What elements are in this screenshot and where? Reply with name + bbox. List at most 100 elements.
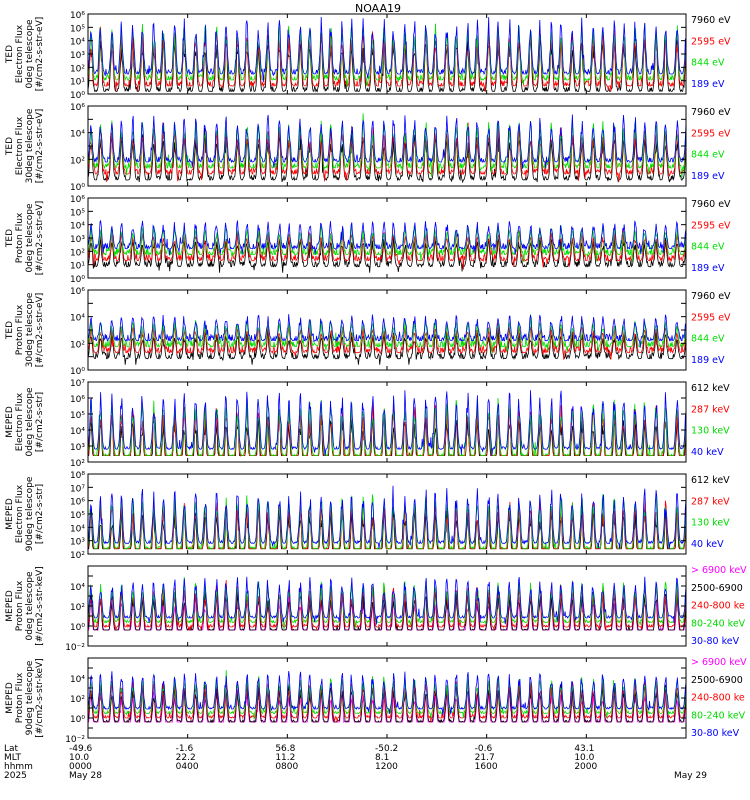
- y-axis-label-line: [#/cm2-s-str-keV]: [35, 658, 45, 737]
- y-axis-label-line: 30deg telescope: [25, 108, 35, 183]
- axis-row-value: 0800: [275, 762, 298, 772]
- time-axis-group: Lat -49.6 -1.6 56.8 -50.2 -0.6 43.1 MLT 10.0 22.2…: [4, 744, 707, 781]
- y-tick-label: 10²: [70, 551, 85, 561]
- y-axis-label-line: 0deg telescope: [25, 387, 35, 457]
- panel-6: 10² 10³ 10⁴ 10⁵ 10⁶ 10⁷ 10⁸ MEPEDElectron Flux9…: [5, 471, 730, 561]
- series-line-189-ev: [87, 16, 686, 83]
- legend-entry: 612 keV: [691, 475, 730, 486]
- legend-entry: 30-80 keV: [691, 728, 740, 739]
- y-axis-label: TEDProton Flux0deg telescope[#/cm2-s-str…: [5, 201, 45, 276]
- series-line-130-kev: [87, 493, 687, 551]
- legend-entry: 189 eV: [691, 79, 725, 90]
- y-axis-label: TEDProton Flux30deg telescope[#/cm2-s-st…: [5, 292, 45, 367]
- y-tick-label: 10⁴: [70, 314, 85, 324]
- legend-entry: > 6900 keV: [691, 657, 747, 668]
- y-axis-label: MEPEDElectron Flux0deg telescope[#/cm2-s…: [5, 387, 45, 457]
- legend-entry: 2500-6900: [691, 675, 743, 686]
- y-axis-label-line: [#/cm2-s-str-keV]: [35, 566, 45, 645]
- axis-row-label: hhmm: [4, 762, 33, 772]
- legend-entry: 30-80 keV: [691, 636, 740, 647]
- series-line-7960-ev: [87, 327, 687, 365]
- y-axis-label-line: Proton Flux: [15, 304, 25, 355]
- legend-entry: 240-800 ke: [691, 693, 745, 704]
- y-tick-label: 10⁵: [70, 24, 85, 34]
- series-line-40-kev: [87, 485, 687, 549]
- y-axis-label: MEPEDProton Flux90deg telescope[#/cm2-s-…: [5, 658, 45, 737]
- y-tick-label: 10⁷: [70, 379, 85, 389]
- series-line-2595-ev: [87, 323, 687, 360]
- axis-row-value: 8.1: [375, 753, 389, 763]
- legend-entry: 844 eV: [691, 58, 725, 69]
- series-line-240-800-ke: [87, 679, 687, 723]
- y-axis-label-line: Electron Flux: [15, 392, 25, 451]
- axis-row-value: 10.0: [69, 753, 89, 763]
- y-tick-label: 10³: [70, 235, 85, 245]
- y-tick-label: 10¹: [70, 262, 85, 272]
- y-axis-label-line: Electron Flux: [15, 24, 25, 83]
- y-axis-label-line: Electron Flux: [15, 484, 25, 543]
- y-tick-label: 10²: [70, 156, 85, 166]
- y-tick-label: 10⁶: [70, 395, 85, 405]
- axis-row-value: 0000: [69, 762, 92, 772]
- legend-entry: 2500-6900: [691, 583, 743, 594]
- y-tick-label: 10⁰: [70, 715, 85, 725]
- y-axis-label-line: MEPED: [5, 682, 15, 714]
- series-line-844-ev: [87, 225, 687, 263]
- y-tick-label: 10⁶: [70, 11, 85, 21]
- axis-row-value: 1600: [475, 762, 498, 772]
- series-line-80-240-kev: [87, 577, 687, 630]
- y-tick-label: 10⁴: [70, 524, 85, 534]
- chart-title: NOAA19: [355, 2, 401, 15]
- legend-entry: 2595 eV: [691, 220, 731, 231]
- y-tick-label: 10⁶: [70, 103, 85, 113]
- y-axis-label-line: [#/cm2-s-str]: [35, 484, 45, 544]
- axis-row-value: May 29: [674, 771, 707, 781]
- legend-entry: 189 eV: [691, 355, 725, 366]
- axis-row-label: MLT: [4, 753, 22, 763]
- series-line-189-ev: [87, 220, 687, 256]
- legend-entry: > 6900 keV: [691, 565, 747, 576]
- y-tick-label: 10⁴: [70, 38, 85, 48]
- y-tick-label: 10⁰: [70, 275, 85, 285]
- axis-row-value: 22.2: [176, 753, 196, 763]
- y-tick-label: 10⁴: [70, 583, 85, 593]
- y-axis-label: TEDElectron Flux30deg telescope[#/cm2-s-…: [5, 108, 45, 183]
- series-line-7960-ev: [87, 126, 687, 184]
- y-axis-label-line: Proton Flux: [15, 672, 25, 723]
- legend-entry: 844 eV: [691, 150, 725, 161]
- y-axis-label-line: Proton Flux: [15, 580, 25, 631]
- y-tick-label: 10⁷: [70, 484, 85, 494]
- y-tick-label: 10²: [70, 64, 85, 74]
- axis-row-value: 21.7: [475, 753, 495, 763]
- y-tick-label: 10⁻²: [65, 735, 85, 745]
- y-axis-label-line: 90deg telescope: [25, 476, 35, 551]
- y-axis-label-line: [#/cm2-s-str]: [35, 392, 45, 452]
- series-line-80-240-kev: [87, 670, 687, 720]
- legend-entry: 2595 eV: [691, 36, 731, 47]
- axis-row-value: 2000: [574, 762, 597, 772]
- axis-row-value: -1.6: [176, 744, 194, 754]
- axis-row-value: 56.8: [275, 744, 295, 754]
- legend-entry: 130 keV: [691, 426, 730, 437]
- series-line-2595-ev: [87, 122, 687, 182]
- y-tick-label: 10²: [70, 248, 85, 258]
- y-axis-label-line: Electron Flux: [15, 116, 25, 175]
- y-tick-label: 10⁶: [70, 195, 85, 205]
- y-axis-label: MEPEDProton Flux0deg telescope[#/cm2-s-s…: [5, 566, 45, 645]
- series-line-7960-ev: [87, 235, 687, 273]
- y-tick-label: 10⁶: [70, 498, 85, 508]
- y-tick-label: 10²: [70, 340, 85, 350]
- series-line-40-kev: [87, 390, 687, 456]
- series-line-240-800-ke: [87, 580, 687, 631]
- series-line-2595-ev: [87, 26, 687, 92]
- panel-2: 10⁰ 10² 10⁴ 10⁶ TEDElectron Flux30deg telesc…: [5, 103, 731, 193]
- y-axis-label-line: MEPED: [5, 406, 15, 438]
- y-axis-label-line: 0deg telescope: [25, 203, 35, 273]
- panel-7: 10⁻² 10⁰ 10² 10⁴ MEPEDProton Flux0deg telesc…: [5, 565, 747, 653]
- panel-4: 10⁰ 10² 10⁴ 10⁶ TEDProton Flux30deg telescop…: [5, 287, 731, 377]
- y-tick-label: 10³: [70, 51, 85, 61]
- y-tick-label: 10⁸: [70, 471, 85, 481]
